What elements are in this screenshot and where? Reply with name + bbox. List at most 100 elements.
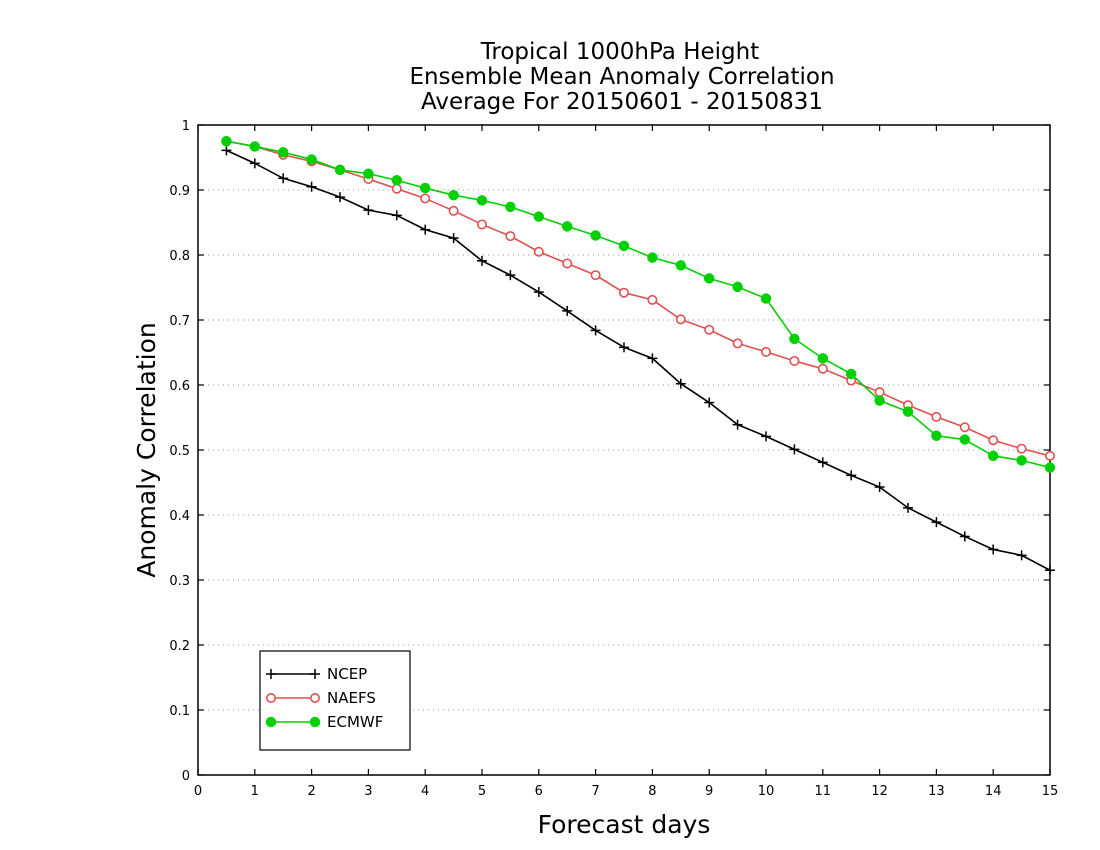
data-point-ncep-23: [874, 482, 885, 493]
data-point-ncep-20: [789, 444, 800, 455]
y-tick-label-2: 0.2: [169, 639, 190, 654]
chart-title: Tropical 1000hPa Height Ensemble Mean An…: [409, 39, 834, 115]
x-tick-label-15: 15: [1042, 784, 1059, 799]
data-point-ncep-19: [761, 431, 771, 442]
data-point-ncep-28: [1016, 550, 1027, 561]
data-point-ecmwf-13: [590, 230, 601, 241]
x-tick-label-4: 4: [421, 784, 429, 799]
data-point-ecmwf-12: [561, 221, 573, 232]
data-point-naefs-12: [562, 258, 573, 269]
data-point-ncep-6: [391, 210, 402, 221]
data-point-ecmwf-24: [902, 406, 914, 417]
series-line-naefs: [226, 140, 1051, 457]
data-point-ecmwf-5: [363, 168, 374, 179]
y-tick-label-1: 0.1: [169, 704, 190, 719]
data-point-naefs-19: [760, 346, 771, 357]
data-point-ncep-14: [619, 342, 629, 353]
series-ecmwf: [221, 136, 1056, 473]
y-tick-label-10: 1: [182, 119, 190, 134]
legend-item-naefs: NAEFS: [265, 689, 376, 707]
data-point-naefs-25: [931, 411, 942, 422]
data-point-ecmwf-3: [306, 154, 317, 165]
data-point-naefs-13: [590, 270, 601, 281]
legend-box: [259, 650, 411, 751]
x-tick-label-6: 6: [535, 784, 543, 799]
legend-marker-start-ecmwf: [265, 716, 277, 728]
data-point-ncep-8: [448, 233, 459, 244]
data-point-ecmwf-20: [789, 333, 800, 345]
data-point-ecmwf-21: [817, 353, 829, 364]
x-tick-label-0: 0: [194, 784, 202, 799]
data-point-naefs-23: [874, 387, 885, 398]
y-tick-label-4: 0.4: [169, 509, 190, 524]
data-point-ecmwf-4: [334, 164, 346, 176]
data-point-naefs-26: [959, 422, 970, 433]
data-point-ecmwf-22: [845, 368, 857, 380]
x-tick-label-12: 12: [871, 784, 888, 799]
data-point-ncep-26: [959, 531, 970, 542]
data-point-ncep-9: [477, 255, 487, 266]
y-tick-label-9: 0.9: [169, 184, 190, 199]
x-tick-label-3: 3: [364, 784, 372, 799]
x-tick-label-14: 14: [985, 784, 1002, 799]
data-point-ecmwf-14: [618, 240, 630, 252]
data-point-ncep-7: [420, 224, 431, 235]
x-tick-label-8: 8: [648, 784, 656, 799]
data-point-naefs-15: [647, 294, 658, 305]
series-naefs: [221, 136, 1056, 461]
data-point-ecmwf-10: [505, 201, 516, 213]
title-line-1: Tropical 1000hPa Height: [480, 39, 760, 65]
data-point-naefs-7: [420, 193, 431, 204]
series-ncep: [221, 145, 1055, 576]
data-point-ecmwf-26: [959, 434, 971, 445]
data-point-ecmwf-2: [277, 147, 289, 158]
data-point-naefs-21: [817, 363, 828, 374]
data-point-ncep-0: [221, 145, 232, 156]
legend-marker-end-ecmwf: [309, 716, 321, 728]
data-point-ecmwf-1: [249, 141, 261, 152]
data-point-ecmwf-29: [1044, 462, 1056, 473]
title-line-2: Ensemble Mean Anomaly Correlation: [409, 64, 834, 90]
data-point-ecmwf-16: [675, 260, 687, 271]
data-point-naefs-17: [704, 324, 715, 335]
data-point-ecmwf-0: [221, 136, 232, 147]
data-point-ncep-18: [732, 419, 743, 430]
axis-ticks: 00.10.20.30.40.50.60.70.80.910 1 2 3 4 5 6 7 8 9 1…: [169, 119, 1058, 799]
title-line-3: Average For 20150601 - 20150831: [421, 89, 823, 115]
data-point-naefs-6: [391, 183, 402, 194]
data-point-ecmwf-27: [987, 450, 999, 462]
data-point-ncep-16: [675, 378, 686, 389]
legend-marker-end-naefs: [309, 692, 320, 703]
data-point-ncep-10: [505, 270, 516, 281]
data-point-ecmwf-23: [874, 395, 885, 406]
data-point-ecmwf-8: [448, 189, 459, 201]
legend-label-ncep: NCEP: [327, 665, 367, 683]
legend-item-ecmwf: ECMWF: [265, 713, 383, 731]
data-point-ncep-29: [1045, 565, 1055, 576]
data-point-ecmwf-11: [533, 211, 545, 222]
data-point-ecmwf-6: [391, 175, 403, 186]
y-tick-label-0: 0: [182, 769, 190, 784]
y-tick-label-6: 0.6: [169, 379, 190, 394]
data-point-naefs-28: [1016, 443, 1027, 454]
data-point-ncep-15: [647, 353, 658, 364]
legend-items: NCEP NAEFS ECMWF: [265, 665, 383, 731]
y-tick-label-3: 0.3: [169, 574, 190, 589]
data-point-ncep-1: [249, 158, 260, 169]
x-tick-label-2: 2: [307, 784, 315, 799]
legend: NCEP NAEFS ECMWF: [259, 650, 411, 751]
data-point-ncep-13: [590, 325, 601, 336]
data-point-naefs-9: [476, 219, 487, 230]
data-point-ecmwf-17: [703, 273, 715, 284]
y-axis-title: Anomaly Correlation: [132, 322, 161, 577]
data-point-ncep-22: [846, 470, 857, 481]
x-tick-label-9: 9: [705, 784, 713, 799]
data-point-ncep-27: [988, 544, 999, 555]
legend-marker-start-naefs: [265, 692, 276, 703]
x-tick-label-13: 13: [928, 784, 945, 799]
y-tick-label-7: 0.7: [169, 314, 190, 329]
data-point-naefs-20: [789, 355, 800, 366]
x-tick-label-11: 11: [815, 784, 832, 799]
y-tick-label-5: 0.5: [169, 444, 190, 459]
